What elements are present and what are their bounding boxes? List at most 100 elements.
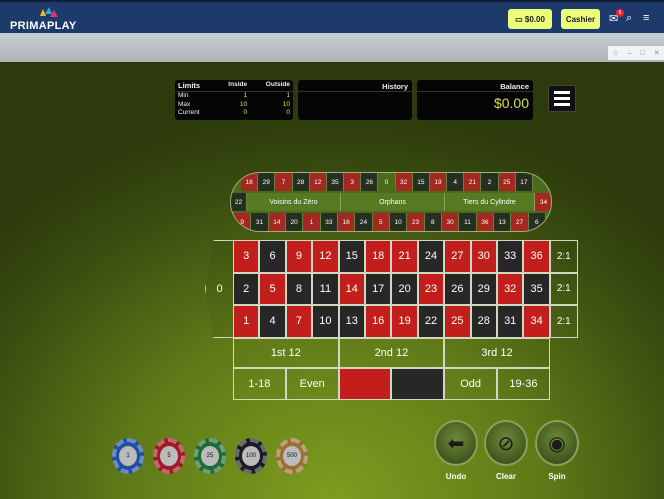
clear-button[interactable]: ⊘ [484,420,528,466]
game-menu-button[interactable] [548,85,576,112]
close-icon[interactable]: ✕ [653,50,660,57]
dozen-bet[interactable]: 3rd 12 [444,337,550,368]
cashier-button[interactable]: Cashier [561,9,600,29]
racetrack-number[interactable]: 26 [361,173,379,191]
number-cell[interactable]: 16 [365,305,392,338]
racetrack-number[interactable]: 28 [292,173,310,191]
number-cell[interactable]: 27 [444,240,471,273]
racetrack-number[interactable]: 14 [268,213,286,231]
racetrack-number[interactable]: 12 [309,173,327,191]
racetrack-number[interactable]: 34 [535,193,551,211]
number-cell[interactable]: 36 [523,240,550,273]
racetrack-number[interactable]: 3 [344,173,362,191]
racetrack-number[interactable]: 9 [234,213,252,231]
racetrack-number[interactable]: 33 [320,213,338,231]
racetrack-number[interactable]: 2 [481,173,499,191]
racetrack-number[interactable]: 4 [447,173,465,191]
number-cell[interactable]: 29 [470,272,497,306]
racetrack-number[interactable]: 13 [494,213,512,231]
dozen-bet[interactable]: 2nd 12 [338,337,445,368]
racetrack-number[interactable]: 31 [251,213,269,231]
number-cell[interactable]: 3 [233,240,260,273]
racetrack-number[interactable]: 30 [442,213,460,231]
racetrack-number[interactable]: 6 [528,213,546,231]
minimize-icon[interactable]: – [627,49,632,57]
search-icon[interactable]: ⌕ [626,12,633,24]
racetrack-number[interactable]: 32 [395,173,413,191]
chip-100[interactable]: 100 [235,438,267,474]
chip-1[interactable]: 1 [112,438,144,474]
racetrack-number[interactable]: 21 [464,173,482,191]
number-cell[interactable]: 7 [285,305,313,338]
dozen-bet[interactable]: 1st 12 [233,337,339,368]
high-bet[interactable]: 19-36 [497,367,550,400]
racetrack-number[interactable]: 15 [412,173,430,191]
undo-button[interactable]: ⬅ [434,420,478,466]
racetrack-number[interactable]: 7 [275,173,293,191]
number-cell[interactable]: 34 [523,305,550,338]
maximize-icon[interactable]: □ [640,49,645,57]
number-cell[interactable]: 15 [338,240,365,273]
favorite-icon[interactable]: ☆ [612,50,619,57]
racetrack-number[interactable]: 16 [338,213,356,231]
number-cell[interactable]: 32 [497,272,524,306]
number-cell[interactable]: 28 [470,305,497,338]
racetrack-number[interactable]: 17 [515,173,533,191]
racetrack-section[interactable]: Orphans [341,193,445,211]
wallet-button[interactable]: ▭ $0.00 [508,9,552,29]
racetrack-number[interactable]: 23 [407,213,425,231]
primaplay-logo[interactable]: PRIMAPLAY [10,6,80,32]
column-bet-2to1[interactable]: 2:1 [549,272,578,306]
number-cell[interactable]: 24 [417,240,445,273]
racetrack-number[interactable]: 10 [390,213,408,231]
number-cell[interactable]: 31 [497,305,524,338]
low-bet[interactable]: 1-18 [233,367,286,400]
number-cell[interactable]: 2 [233,272,260,306]
racetrack-number[interactable]: 11 [459,213,477,231]
racetrack-section[interactable]: Tiers du Cylindre [445,193,535,211]
number-cell[interactable]: 33 [497,240,524,273]
number-cell[interactable]: 13 [338,305,365,338]
number-cell[interactable]: 12 [312,240,339,273]
number-cell[interactable]: 11 [312,272,339,306]
chip-25[interactable]: 25 [194,438,226,474]
racetrack-number[interactable]: 29 [258,173,276,191]
racetrack[interactable]: 18 29 7 28 12 35 3 26 0 32 15 19 4 21 2 25 17 9 31 14 20 1 33 1… [230,172,552,232]
number-cell[interactable]: 10 [312,305,339,338]
number-cell[interactable]: 9 [285,240,313,273]
chip-500[interactable]: 500 [276,438,308,474]
number-cell[interactable]: 4 [259,305,286,338]
number-cell[interactable]: 14 [338,272,365,306]
odd-bet[interactable]: Odd [444,367,497,400]
number-cell[interactable]: 22 [417,305,445,338]
number-cell[interactable]: 19 [391,305,418,338]
number-cell[interactable]: 30 [470,240,497,273]
racetrack-number[interactable]: 5 [372,213,390,231]
racetrack-section[interactable]: Voisins du Zéro [247,193,341,211]
number-cell[interactable]: 25 [444,305,471,338]
number-cell[interactable]: 23 [417,272,445,306]
menu-icon[interactable]: ≡ [643,12,650,24]
number-cell[interactable]: 5 [259,272,286,306]
racetrack-number[interactable]: 8 [424,213,442,231]
column-bet-2to1[interactable]: 2:1 [549,240,578,273]
racetrack-number[interactable]: 0 [378,173,396,191]
number-cell[interactable]: 1 [233,305,260,338]
racetrack-number[interactable]: 25 [498,173,516,191]
number-cell[interactable]: 35 [523,272,550,306]
chip-5[interactable]: 5 [153,438,185,474]
racetrack-number[interactable]: 36 [476,213,494,231]
black-bet[interactable] [391,367,445,400]
racetrack-number[interactable]: 35 [326,173,345,191]
zero-cell[interactable]: 0 [205,240,234,338]
racetrack-number[interactable]: 24 [355,213,373,231]
number-cell[interactable]: 6 [259,240,286,273]
number-cell[interactable]: 18 [365,240,392,273]
number-cell[interactable]: 20 [391,272,418,306]
racetrack-number[interactable]: 20 [286,213,304,231]
number-cell[interactable]: 21 [391,240,418,273]
racetrack-number[interactable]: 19 [429,173,448,191]
red-bet[interactable] [338,367,392,400]
racetrack-number[interactable]: 18 [241,173,259,191]
column-bet-2to1[interactable]: 2:1 [549,305,578,338]
